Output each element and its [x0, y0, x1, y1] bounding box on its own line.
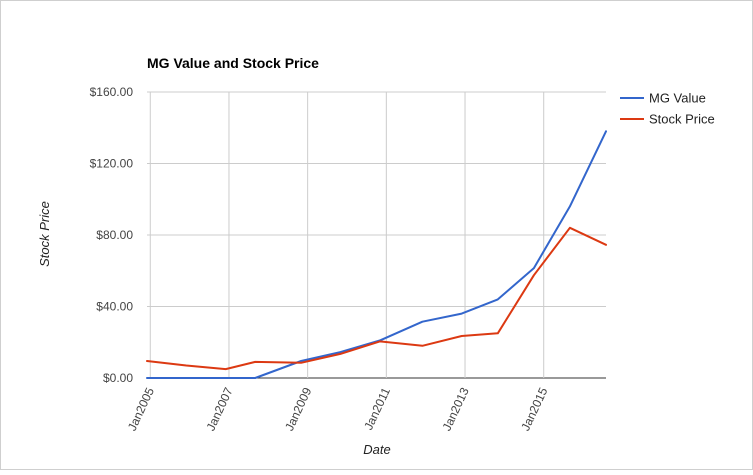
legend-label: Stock Price	[649, 112, 715, 127]
x-axis-label: Date	[363, 442, 390, 457]
y-tick-label: $0.00	[103, 371, 133, 385]
y-tick-label: $80.00	[96, 228, 133, 242]
series-line[interactable]	[146, 226, 607, 371]
legend: MG Value Stock Price	[620, 91, 715, 127]
series-lines	[146, 130, 607, 379]
legend-label: MG Value	[649, 91, 706, 106]
y-axis-label: Stock Price	[37, 201, 52, 267]
chart-title: MG Value and Stock Price	[147, 55, 319, 71]
y-tick-label: $120.00	[90, 157, 134, 171]
y-axis-ticks: $0.00 $40.00 $80.00 $120.00 $160.00	[90, 85, 134, 385]
y-tick-label: $160.00	[90, 85, 134, 99]
gridlines	[147, 91, 606, 379]
y-tick-label: $40.00	[96, 300, 133, 314]
